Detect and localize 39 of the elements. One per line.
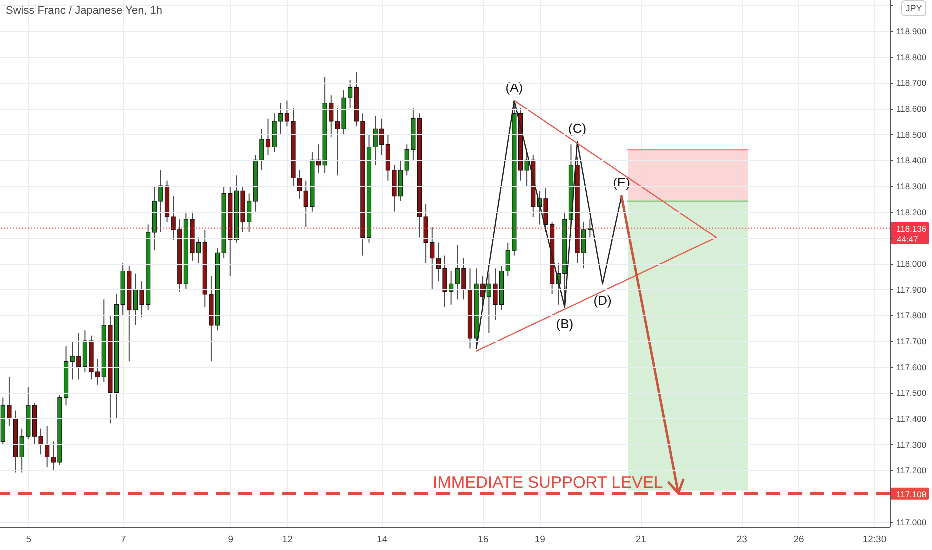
y-tick-label: 118.400 bbox=[896, 156, 927, 166]
x-tick-label: 7 bbox=[120, 534, 126, 546]
y-axis-title: JPY bbox=[906, 4, 922, 14]
y-tick-label: 117.300 bbox=[896, 440, 927, 450]
y-tick-label: 117.900 bbox=[896, 284, 927, 295]
y-tick-label: 118.300 bbox=[896, 182, 927, 192]
x-tick-label: 19 bbox=[534, 534, 546, 546]
x-tick-label: 14 bbox=[377, 534, 388, 546]
y-tick-label: 118.000 bbox=[896, 259, 927, 269]
y-tick-label: 118.600 bbox=[896, 104, 927, 114]
y-tick-label: 118.500 bbox=[896, 130, 927, 140]
y-tick-label: 117.200 bbox=[896, 466, 927, 476]
x-tick-label: 21 bbox=[636, 534, 646, 546]
y-tick-label: 117.000 bbox=[896, 517, 927, 528]
x-tick-label: 23 bbox=[736, 534, 748, 546]
data-label: (B) bbox=[556, 316, 574, 332]
data-label: (C) bbox=[568, 121, 587, 136]
y-tick-label: 118.900 bbox=[896, 26, 927, 36]
y-tick-label: 117.108 bbox=[896, 489, 927, 500]
y-tick-label: 117.700 bbox=[896, 336, 927, 346]
y-tick-label: 117.600 bbox=[896, 362, 927, 372]
y-tick-label: 118.800 bbox=[896, 52, 927, 62]
y-tick-label: 117.500 bbox=[896, 388, 927, 398]
text: 44:47 bbox=[897, 234, 919, 244]
x-tick-label: 9 bbox=[228, 534, 234, 546]
ref-line-label: IMMEDIATE SUPPORT LEVEL bbox=[433, 474, 664, 492]
chart-title: Swiss Franc / Japanese Yen, 1h bbox=[6, 5, 163, 17]
candlestick bbox=[45, 426, 50, 468]
x-tick-label: 26 bbox=[794, 534, 804, 546]
x-tick-label: 12:30 bbox=[862, 534, 887, 546]
y-tick-label: 118.200 bbox=[896, 207, 927, 218]
y-tick-label: 118.700 bbox=[896, 78, 927, 88]
y-tick-label: 118.136 bbox=[896, 224, 927, 234]
x-tick-label: 16 bbox=[478, 534, 489, 546]
data-label: (D) bbox=[594, 293, 612, 308]
y-tick-label: 117.400 bbox=[896, 414, 927, 424]
y-tick-label: 117.800 bbox=[896, 310, 927, 321]
x-tick-label: 12 bbox=[282, 534, 293, 546]
x-tick-label: 5 bbox=[26, 534, 32, 546]
